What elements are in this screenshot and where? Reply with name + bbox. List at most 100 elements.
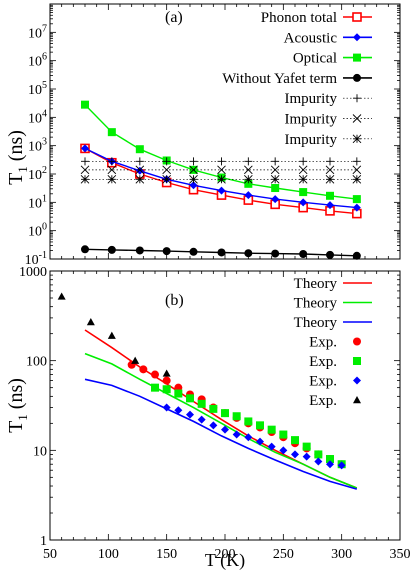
x-axis-title: T (K) [205,550,245,571]
data-point [271,249,280,258]
y-tick-label-base: 10 [28,140,42,155]
y-tick-label: 1000 [19,265,47,280]
series-exp-6 [57,292,171,377]
data-point [209,421,218,430]
legend-marker [353,33,361,42]
data-point [325,165,335,175]
y-tick-label: 100 [28,222,47,240]
legend-marker [353,94,361,103]
x-tick-label: 300 [331,547,352,562]
data-point [209,404,218,413]
data-point [291,436,299,445]
data-point [217,174,226,184]
data-point [197,399,206,408]
legend-marker [352,12,362,22]
data-point [352,157,361,166]
data-point [57,292,66,300]
legend-label: Theory [294,315,338,331]
y-axis-title: T1 (ns) [5,378,30,433]
data-point [270,165,280,175]
series-theory-2 [84,378,358,490]
data-point [244,165,253,175]
series-theory-1 [84,352,358,489]
y-tick-label-base: 10 [28,168,42,183]
y-tick-label-exponent: -1 [39,250,47,261]
data-point [86,317,95,326]
data-point [107,165,117,175]
data-point [189,181,198,190]
data-point [80,165,90,175]
x-tick-label: 200 [215,547,236,562]
x-tick-label: 350 [390,547,411,562]
y-tick-label-exponent: 1 [42,193,47,204]
data-point [151,370,159,379]
data-point [189,165,198,175]
data-point [81,144,89,153]
legend: Phonon total Acoustic Optical Without Yafet… [222,10,372,148]
data-point [302,452,311,461]
data-point [217,248,226,257]
data-point [232,430,241,439]
data-point [162,165,171,175]
data-point [107,245,116,254]
data-point [244,191,253,200]
data-point [256,437,264,446]
data-point [299,157,308,166]
legend-marker [353,53,361,62]
y-tick-label-base: 10 [28,26,42,41]
data-point [326,201,334,210]
data-point [271,157,280,166]
data-point [270,174,280,184]
series-line [84,378,358,490]
data-point [302,442,311,451]
legend-marker [353,376,361,385]
data-point [80,174,90,184]
x-tick-label: 50 [43,547,57,562]
y-tick-label: 10-1 [25,250,47,268]
data-point [197,415,206,424]
data-point [326,191,334,200]
legend-marker [353,357,361,365]
data-point [189,174,198,184]
series-without-yafet-term-3 [81,245,361,260]
data-point [189,157,198,166]
legend-label: Exp. [309,374,337,390]
y-tick-label-base: 10 [28,196,42,211]
data-point [267,425,276,434]
data-point [135,174,145,184]
data-point [299,250,308,259]
data-point [232,412,241,421]
data-point [107,331,116,339]
data-point [352,251,361,260]
data-point [267,442,276,451]
panel-label: (b) [165,292,184,309]
data-point [81,245,89,254]
plot-frame [49,3,401,260]
y-tick-label: 104 [28,108,47,126]
data-point [291,450,299,459]
data-point [139,365,148,374]
data-point [244,174,253,184]
data-point [298,165,308,175]
data-point [279,430,288,439]
legend-marker [353,73,361,82]
y-tick-label: 101 [28,193,47,211]
y-tick-label-exponent: 5 [42,80,47,91]
x-tick-label: 150 [156,547,177,562]
data-point [131,356,140,364]
data-point [244,179,253,188]
data-point [217,186,226,195]
data-point [174,406,183,415]
data-point [135,246,144,255]
data-point [217,165,226,175]
y-axis-title-main: T [5,173,27,185]
y-tick-label-base: 10 [28,55,42,70]
data-point [162,174,171,184]
legend-label: Exp. [309,335,337,351]
data-point [81,100,89,109]
data-point [186,410,194,419]
series-impurity-6 [80,174,362,184]
data-point [326,455,334,464]
data-point [352,195,361,204]
data-point [135,145,144,154]
